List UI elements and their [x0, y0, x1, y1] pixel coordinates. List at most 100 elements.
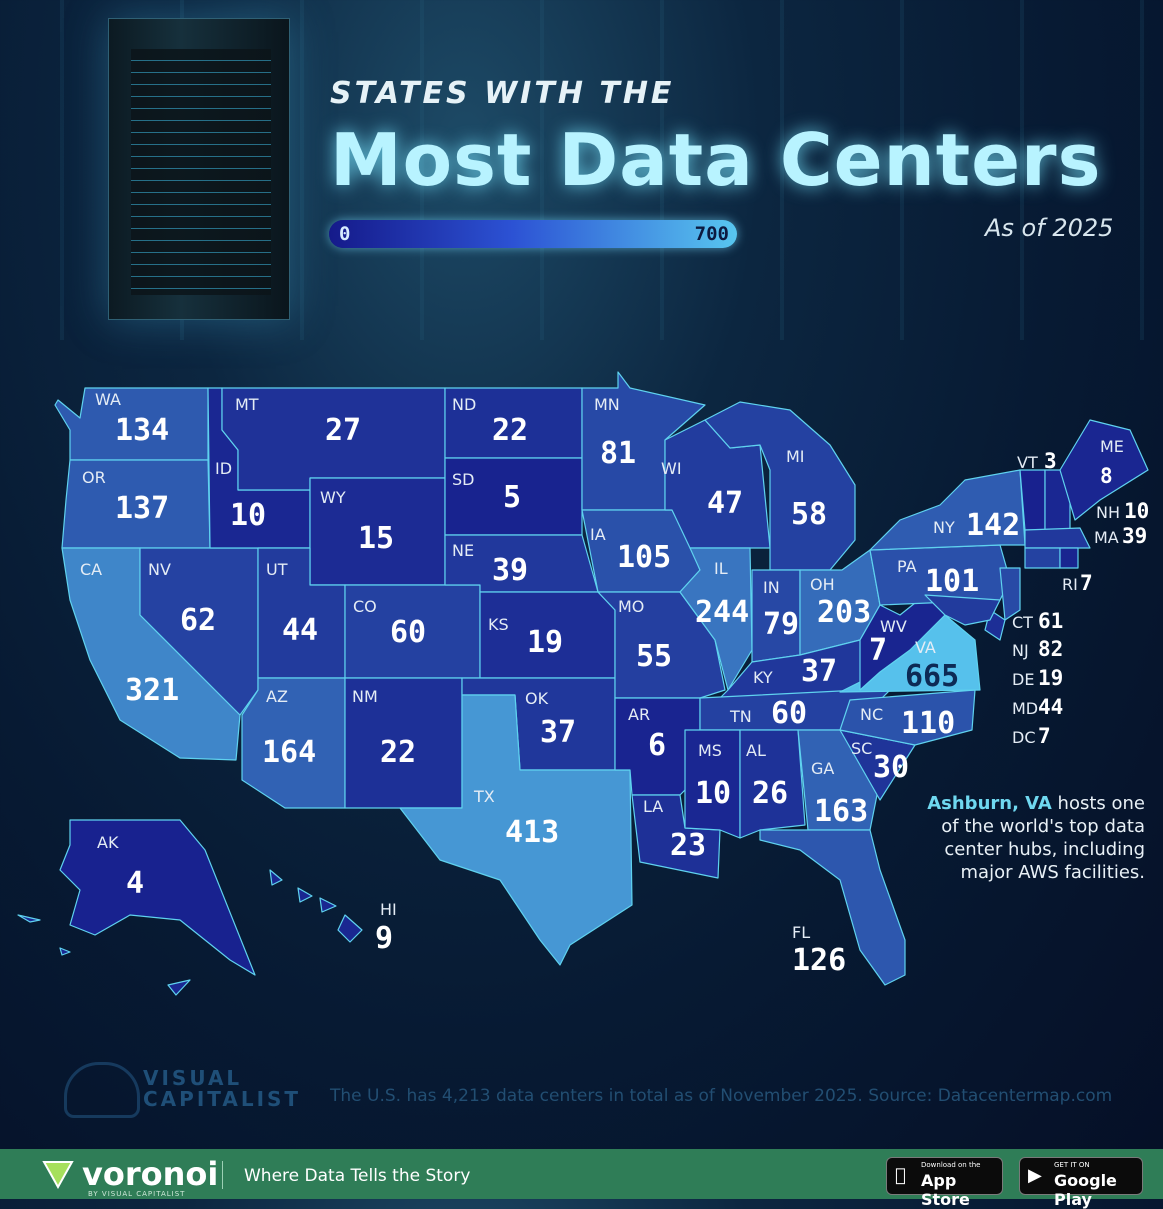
- state-abbr-nh: NH: [1096, 503, 1120, 522]
- state-abbr-mn: MN: [594, 395, 620, 414]
- state-abbr-md: MD: [1012, 699, 1038, 718]
- state-abbr-ma: MA: [1094, 528, 1119, 547]
- title-kicker: STATES WITH THE: [330, 76, 675, 111]
- state-TX: [399, 694, 633, 966]
- state-MI: [704, 401, 856, 571]
- state-value-pa: 101: [925, 564, 979, 599]
- state-abbr-wi: WI: [661, 459, 682, 478]
- state-abbr-tn: TN: [729, 707, 752, 726]
- state-value-al: 26: [752, 776, 788, 811]
- state-abbr-il: IL: [714, 559, 728, 578]
- state-value-wi: 47: [707, 486, 743, 521]
- state-abbr-ny: NY: [933, 518, 955, 537]
- state-abbr-fl: FL: [792, 923, 810, 942]
- state-value-ms: 10: [695, 776, 731, 811]
- state-abbr-nd: ND: [452, 395, 476, 414]
- state-value-hi: 9: [375, 921, 393, 956]
- state-value-ak: 4: [126, 866, 144, 901]
- state-value-ut: 44: [282, 613, 318, 648]
- state-abbr-nj: NJ: [1012, 641, 1029, 660]
- voronoi-brand-byline: BY VISUAL CAPITALIST: [88, 1190, 186, 1198]
- state-VT: [1019, 469, 1046, 531]
- app-store-button[interactable]:  Download on the App Store: [886, 1157, 1003, 1209]
- state-abbr-wv: WV: [880, 617, 907, 636]
- state-NJ: [999, 567, 1021, 621]
- state-value-me: 8: [1100, 464, 1113, 488]
- state-abbr-ks: KS: [488, 615, 509, 634]
- state-value-id: 10: [230, 498, 266, 533]
- state-abbr-hi: HI: [380, 900, 397, 919]
- state-value-nm: 22: [380, 735, 416, 770]
- state-abbr-ar: AR: [628, 705, 650, 724]
- state-MS: [684, 729, 741, 839]
- state-value-la: 23: [670, 828, 706, 863]
- apple-icon: : [895, 1165, 906, 1186]
- state-abbr-ut: UT: [266, 560, 288, 579]
- footer-divider: [222, 1161, 223, 1189]
- state-value-ar: 6: [648, 728, 666, 763]
- page-title: Most Data Centers: [330, 118, 1102, 202]
- state-abbr-ms: MS: [698, 741, 722, 760]
- state-abbr-ia: IA: [590, 525, 606, 544]
- state-abbr-co: CO: [353, 597, 377, 616]
- state-HI-4: [337, 914, 363, 943]
- state-abbr-id: ID: [215, 459, 232, 478]
- state-value-nd: 22: [492, 413, 528, 448]
- state-value-ky: 37: [801, 654, 837, 689]
- state-value-mt: 27: [325, 413, 361, 448]
- state-abbr-ne: NE: [452, 541, 474, 560]
- state-value-ri: 7: [1080, 571, 1093, 595]
- state-IL: [679, 547, 753, 691]
- state-MA: [1024, 527, 1091, 549]
- state-value-ma: 39: [1122, 524, 1147, 548]
- state-abbr-ak: AK: [97, 833, 119, 852]
- state-abbr-ri: RI: [1062, 575, 1078, 594]
- state-ME: [1059, 419, 1149, 521]
- ashburn-highlight: Ashburn, VA: [927, 793, 1052, 814]
- state-value-ok: 37: [540, 715, 576, 750]
- state-value-mn: 81: [600, 436, 636, 471]
- state-value-mo: 55: [636, 639, 672, 674]
- state-NY: [869, 469, 1026, 551]
- state-abbr-or: OR: [82, 468, 106, 487]
- state-value-ny: 142: [966, 508, 1020, 543]
- google-play-button[interactable]: ▶ GET IT ON Google Play: [1019, 1157, 1143, 1209]
- state-value-in: 79: [763, 607, 799, 642]
- state-value-ca: 321: [125, 673, 179, 708]
- state-abbr-mt: MT: [235, 395, 259, 414]
- state-HI-1: [269, 869, 283, 886]
- state-value-wy: 15: [358, 521, 394, 556]
- state-value-sd: 5: [503, 480, 521, 515]
- state-value-dc: 7: [1038, 724, 1051, 748]
- state-abbr-ca: CA: [80, 560, 102, 579]
- state-HI-3: [319, 897, 337, 913]
- state-NC: [839, 689, 976, 746]
- state-abbr-nc: NC: [860, 705, 883, 724]
- state-value-va: 665: [905, 659, 959, 694]
- state-value-tn: 60: [771, 696, 807, 731]
- state-abbr-sc: SC: [851, 739, 872, 758]
- state-abbr-az: AZ: [266, 687, 288, 706]
- state-value-de: 19: [1038, 666, 1063, 690]
- state-abbr-al: AL: [746, 741, 766, 760]
- server-rack-image: [108, 18, 290, 320]
- source-note: The U.S. has 4,213 data centers in total…: [330, 1086, 1113, 1106]
- state-abbr-wy: WY: [320, 488, 346, 507]
- state-abbr-de: DE: [1012, 670, 1034, 689]
- state-abbr-in: IN: [763, 578, 780, 597]
- state-abbr-ct: CT: [1012, 613, 1033, 632]
- visual-capitalist-logo-icon: [64, 1062, 140, 1118]
- state-value-vt: 3: [1044, 449, 1057, 473]
- state-abbr-me: ME: [1100, 437, 1124, 456]
- ashburn-note: Ashburn, VA hosts one of the world's top…: [905, 792, 1145, 884]
- state-value-ne: 39: [492, 553, 528, 588]
- state-abbr-mi: MI: [786, 447, 805, 466]
- state-abbr-oh: OH: [810, 575, 835, 594]
- state-abbr-wa: WA: [95, 390, 121, 409]
- state-abbr-tx: TX: [473, 787, 495, 806]
- ashburn-text: hosts one of the world's top data center…: [941, 793, 1145, 883]
- state-abbr-mo: MO: [618, 597, 644, 616]
- state-value-nh: 10: [1124, 499, 1149, 523]
- state-value-oh: 203: [817, 595, 871, 630]
